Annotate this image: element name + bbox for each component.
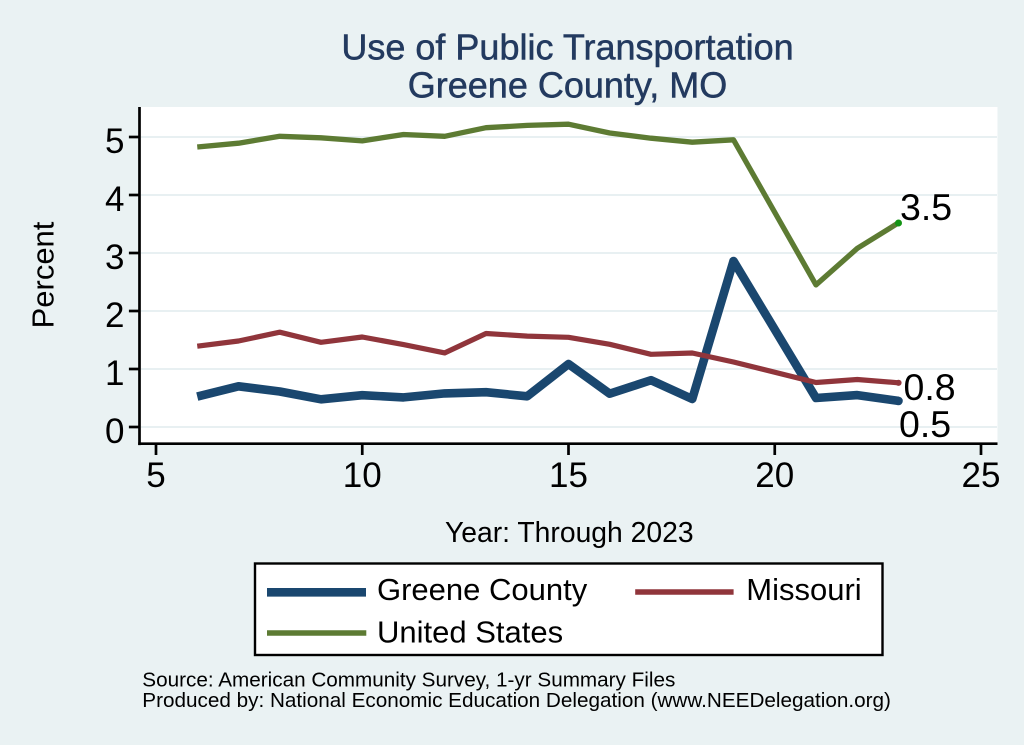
svg-text:3: 3 (105, 238, 124, 277)
svg-text:Source: American Community Sur: Source: American Community Survey, 1-yr … (142, 668, 675, 691)
svg-text:Greene County: Greene County (377, 572, 588, 607)
svg-text:3.5: 3.5 (900, 186, 952, 228)
svg-text:15: 15 (549, 456, 588, 495)
svg-text:Produced by: National Economic: Produced by: National Economic Education… (142, 689, 891, 712)
svg-text:0.8: 0.8 (904, 366, 956, 408)
svg-text:4: 4 (105, 180, 124, 219)
svg-text:1: 1 (105, 354, 124, 393)
svg-text:2: 2 (105, 296, 124, 335)
svg-text:25: 25 (962, 456, 1001, 495)
svg-text:United States: United States (377, 615, 563, 650)
svg-text:5: 5 (146, 456, 165, 495)
svg-text:Greene County, MO: Greene County, MO (408, 64, 727, 105)
svg-text:10: 10 (343, 456, 382, 495)
svg-text:20: 20 (755, 456, 794, 495)
svg-text:Percent: Percent (26, 221, 61, 328)
svg-text:0.5: 0.5 (899, 403, 951, 445)
svg-text:5: 5 (105, 122, 124, 161)
svg-text:0: 0 (105, 412, 124, 451)
svg-text:Missouri: Missouri (746, 572, 861, 607)
svg-text:Use of Public Transportation: Use of Public Transportation (341, 26, 793, 67)
svg-text:Year: Through 2023: Year: Through 2023 (445, 516, 694, 548)
